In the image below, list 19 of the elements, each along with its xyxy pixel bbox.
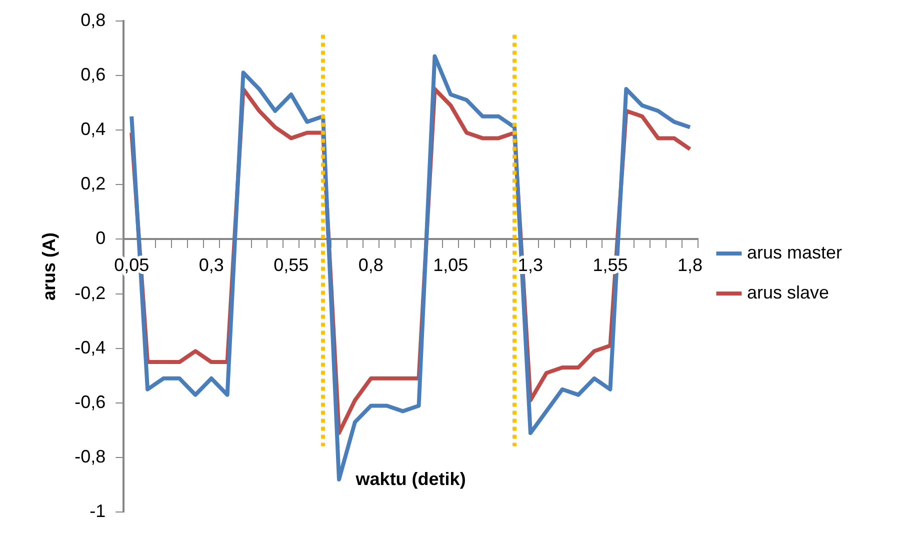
x-tick-label: 1,8	[677, 255, 703, 276]
y-tick-label: 0,2	[80, 174, 106, 194]
y-axis-title: arus (A)	[38, 232, 59, 301]
legend-label: arus master	[746, 242, 842, 262]
x-axis-title: waktu (detik)	[354, 468, 466, 489]
y-tick-label: 0,6	[80, 64, 106, 84]
y-tick-label: -0,8	[74, 446, 106, 467]
y-tick-label: -1	[90, 501, 106, 522]
x-tick-label: 0,55	[274, 255, 309, 276]
y-tick-label: 0,8	[80, 10, 106, 30]
y-tick-label: -0,6	[74, 392, 106, 412]
y-tick-label: 0,4	[80, 118, 106, 139]
y-tick-label: 0	[96, 228, 106, 248]
y-tick-label: -0,2	[74, 282, 106, 303]
x-tick-label: 0,3	[198, 255, 224, 276]
legend-label: arus slave	[746, 282, 830, 302]
x-tick-label: 1,05	[433, 255, 468, 276]
y-tick-label: -0,4	[74, 337, 106, 358]
x-tick-label: 0,8	[358, 255, 384, 276]
